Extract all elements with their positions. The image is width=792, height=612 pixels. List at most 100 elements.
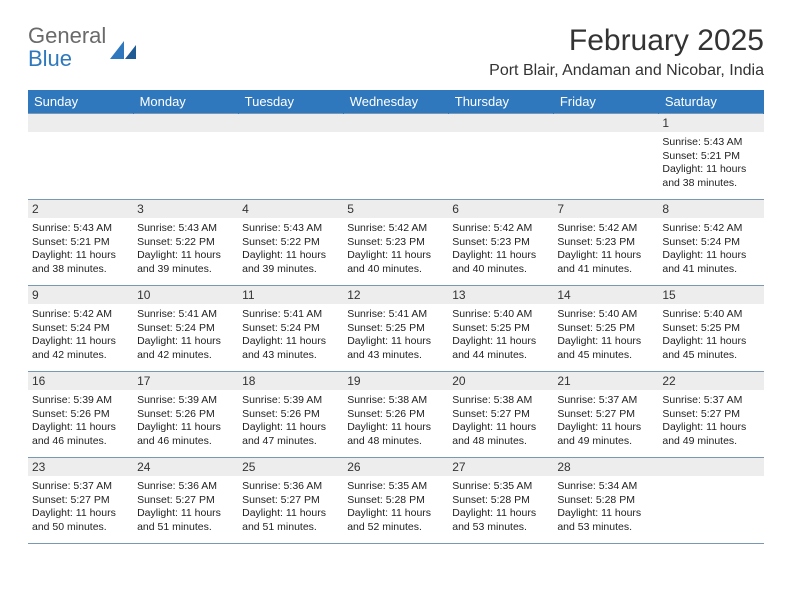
calendar-cell: [658, 458, 763, 544]
day-number: 22: [658, 372, 763, 390]
day-number: 20: [448, 372, 553, 390]
calendar-cell: [238, 114, 343, 200]
day-number: 21: [553, 372, 658, 390]
calendar-cell: [343, 114, 448, 200]
calendar-cell: 19 Sunrise: 5:38 AMSunset: 5:26 PMDayligh…: [343, 372, 448, 458]
day-details: Sunrise: 5:34 AMSunset: 5:28 PMDaylight:…: [557, 478, 654, 535]
day-number: 8: [658, 200, 763, 218]
weekday-header: Thursday: [448, 90, 553, 114]
logo-sail-icon: [110, 41, 138, 66]
logo-text: General Blue: [28, 24, 106, 70]
day-details: Sunrise: 5:42 AMSunset: 5:23 PMDaylight:…: [452, 220, 549, 277]
calendar-cell: 2 Sunrise: 5:43 AMSunset: 5:21 PMDaylight…: [28, 200, 133, 286]
calendar-cell: 20 Sunrise: 5:38 AMSunset: 5:27 PMDayligh…: [448, 372, 553, 458]
weekday-header: Wednesday: [343, 90, 448, 114]
day-number: 4: [238, 200, 343, 218]
calendar-cell: 6Sunrise: 5:42 AMSunset: 5:23 PMDaylight…: [448, 200, 553, 286]
day-details: Sunrise: 5:35 AMSunset: 5:28 PMDaylight:…: [452, 478, 549, 535]
calendar-cell: 24 Sunrise: 5:36 AMSunset: 5:27 PMDayligh…: [133, 458, 238, 544]
calendar-week-row: 9 Sunrise: 5:42 AMSunset: 5:24 PMDaylight…: [28, 286, 764, 372]
calendar-cell: 16 Sunrise: 5:39 AMSunset: 5:26 PMDayligh…: [28, 372, 133, 458]
day-details: Sunrise: 5:41 AMSunset: 5:24 PMDaylight:…: [242, 306, 339, 363]
empty-day-number: [658, 458, 763, 476]
empty-day-number: [553, 114, 658, 132]
logo-word-blue: Blue: [28, 46, 72, 71]
day-number: 11: [238, 286, 343, 304]
day-details: Sunrise: 5:39 AMSunset: 5:26 PMDaylight:…: [242, 392, 339, 449]
day-details: Sunrise: 5:38 AMSunset: 5:27 PMDaylight:…: [452, 392, 549, 449]
calendar-cell: [448, 114, 553, 200]
day-details: Sunrise: 5:41 AMSunset: 5:25 PMDaylight:…: [347, 306, 444, 363]
calendar-cell: 5 Sunrise: 5:42 AMSunset: 5:23 PMDaylight…: [343, 200, 448, 286]
page-header: General Blue February 2025 Port Blair, A…: [28, 24, 764, 80]
calendar-cell: 10 Sunrise: 5:41 AMSunset: 5:24 PMDayligh…: [133, 286, 238, 372]
calendar-cell: 11 Sunrise: 5:41 AMSunset: 5:24 PMDayligh…: [238, 286, 343, 372]
day-number: 17: [133, 372, 238, 390]
month-title: February 2025: [489, 24, 764, 58]
day-number: 12: [343, 286, 448, 304]
calendar-cell: 21 Sunrise: 5:37 AMSunset: 5:27 PMDayligh…: [553, 372, 658, 458]
day-number: 27: [448, 458, 553, 476]
weekday-header: Tuesday: [238, 90, 343, 114]
day-number: 5: [343, 200, 448, 218]
day-details: Sunrise: 5:43 AMSunset: 5:22 PMDaylight:…: [137, 220, 234, 277]
calendar-cell: 8 Sunrise: 5:42 AMSunset: 5:24 PMDaylight…: [658, 200, 763, 286]
day-number: 26: [343, 458, 448, 476]
day-details: Sunrise: 5:39 AMSunset: 5:26 PMDaylight:…: [32, 392, 129, 449]
day-number: 1: [658, 114, 763, 132]
day-number: 10: [133, 286, 238, 304]
calendar-cell: 25Sunrise: 5:36 AMSunset: 5:27 PMDayligh…: [238, 458, 343, 544]
day-details: Sunrise: 5:42 AMSunset: 5:24 PMDaylight:…: [662, 220, 759, 277]
calendar-cell: [28, 114, 133, 200]
calendar-cell: 14Sunrise: 5:40 AMSunset: 5:25 PMDayligh…: [553, 286, 658, 372]
day-details: Sunrise: 5:35 AMSunset: 5:28 PMDaylight:…: [347, 478, 444, 535]
day-number: 28: [553, 458, 658, 476]
calendar-cell: 26 Sunrise: 5:35 AMSunset: 5:28 PMDayligh…: [343, 458, 448, 544]
day-number: 19: [343, 372, 448, 390]
empty-day-number: [343, 114, 448, 132]
calendar-cell: [553, 114, 658, 200]
calendar-week-row: 1 Sunrise: 5:43 AMSunset: 5:21 PMDaylight…: [28, 114, 764, 200]
day-number: 15: [658, 286, 763, 304]
day-details: Sunrise: 5:40 AMSunset: 5:25 PMDaylight:…: [557, 306, 654, 363]
day-details: Sunrise: 5:43 AMSunset: 5:21 PMDaylight:…: [662, 134, 759, 191]
day-number: 16: [28, 372, 133, 390]
day-details: Sunrise: 5:37 AMSunset: 5:27 PMDaylight:…: [557, 392, 654, 449]
day-number: 7: [553, 200, 658, 218]
day-details: Sunrise: 5:41 AMSunset: 5:24 PMDaylight:…: [137, 306, 234, 363]
calendar-cell: 22 Sunrise: 5:37 AMSunset: 5:27 PMDayligh…: [658, 372, 763, 458]
weekday-header: Sunday: [28, 90, 133, 114]
calendar-table: SundayMondayTuesdayWednesdayThursdayFrid…: [28, 90, 764, 544]
day-number: 25: [238, 458, 343, 476]
day-details: Sunrise: 5:38 AMSunset: 5:26 PMDaylight:…: [347, 392, 444, 449]
day-details: Sunrise: 5:37 AMSunset: 5:27 PMDaylight:…: [662, 392, 759, 449]
day-details: Sunrise: 5:40 AMSunset: 5:25 PMDaylight:…: [662, 306, 759, 363]
calendar-week-row: 16Sunrise: 5:39 AMSunset: 5:26 PMDayligh…: [28, 372, 764, 458]
day-number: 9: [28, 286, 133, 304]
empty-day-number: [238, 114, 343, 132]
day-number: 2: [28, 200, 133, 218]
day-details: Sunrise: 5:42 AMSunset: 5:23 PMDaylight:…: [347, 220, 444, 277]
day-details: Sunrise: 5:42 AMSunset: 5:24 PMDaylight:…: [32, 306, 129, 363]
calendar-cell: 28 Sunrise: 5:34 AMSunset: 5:28 PMDayligh…: [553, 458, 658, 544]
calendar-cell: 3Sunrise: 5:43 AMSunset: 5:22 PMDaylight…: [133, 200, 238, 286]
day-number: 24: [133, 458, 238, 476]
brand-logo: General Blue: [28, 24, 138, 70]
day-details: Sunrise: 5:36 AMSunset: 5:27 PMDaylight:…: [137, 478, 234, 535]
calendar-cell: 27 Sunrise: 5:35 AMSunset: 5:28 PMDayligh…: [448, 458, 553, 544]
day-number: 23: [28, 458, 133, 476]
weekday-header: Monday: [133, 90, 238, 114]
calendar-cell: 4Sunrise: 5:43 AMSunset: 5:22 PMDaylight…: [238, 200, 343, 286]
day-details: Sunrise: 5:43 AMSunset: 5:21 PMDaylight:…: [32, 220, 129, 277]
calendar-cell: 23Sunrise: 5:37 AMSunset: 5:27 PMDayligh…: [28, 458, 133, 544]
day-number: 18: [238, 372, 343, 390]
day-number: 13: [448, 286, 553, 304]
calendar-cell: 13 Sunrise: 5:40 AMSunset: 5:25 PMDayligh…: [448, 286, 553, 372]
day-details: Sunrise: 5:40 AMSunset: 5:25 PMDaylight:…: [452, 306, 549, 363]
empty-day-number: [28, 114, 133, 132]
day-details: Sunrise: 5:39 AMSunset: 5:26 PMDaylight:…: [137, 392, 234, 449]
calendar-week-row: 2 Sunrise: 5:43 AMSunset: 5:21 PMDaylight…: [28, 200, 764, 286]
empty-day-number: [448, 114, 553, 132]
calendar-cell: 18 Sunrise: 5:39 AMSunset: 5:26 PMDayligh…: [238, 372, 343, 458]
calendar-body: 1 Sunrise: 5:43 AMSunset: 5:21 PMDaylight…: [28, 114, 764, 544]
